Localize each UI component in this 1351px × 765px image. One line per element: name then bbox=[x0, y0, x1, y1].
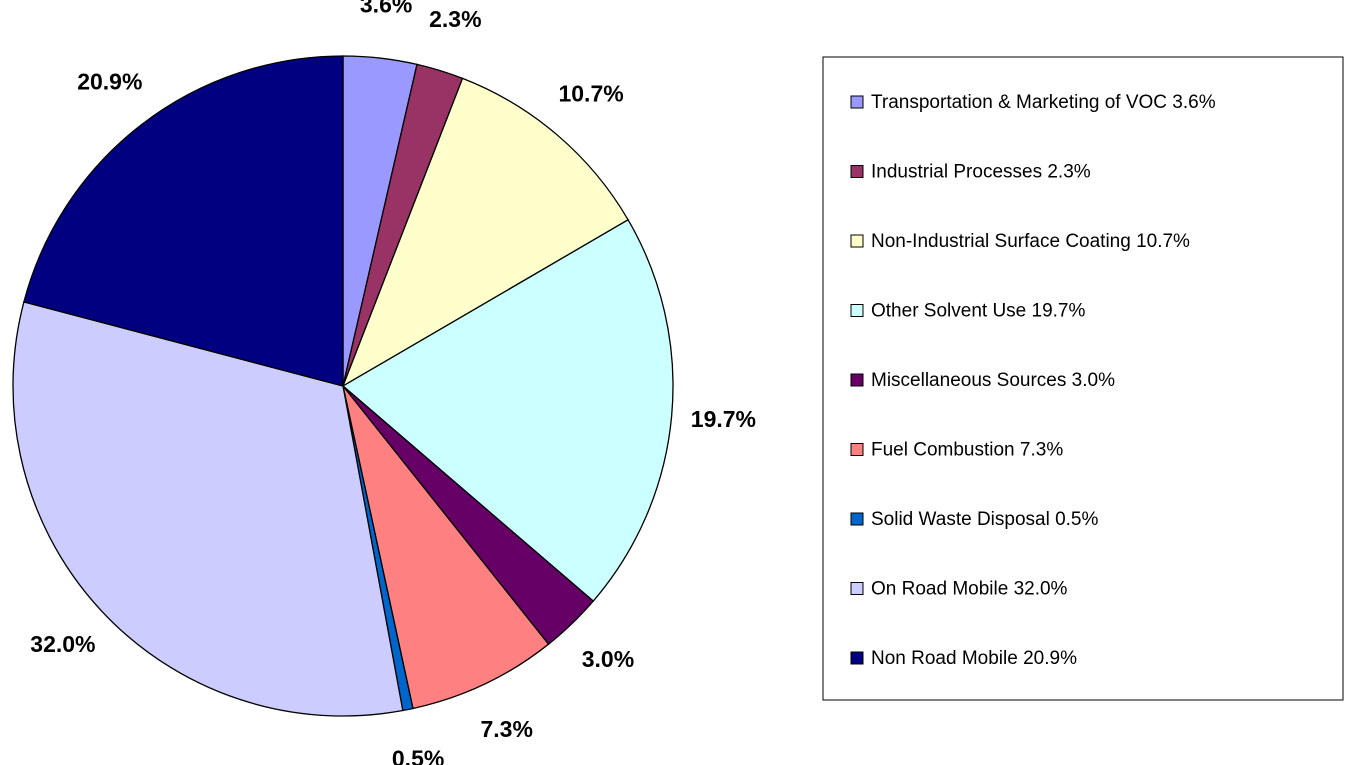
legend-swatch bbox=[850, 95, 864, 109]
data-label: 19.7% bbox=[691, 406, 756, 432]
legend-label: Non-Industrial Surface Coating 10.7% bbox=[871, 231, 1190, 252]
legend-label: Other Solvent Use 19.7% bbox=[871, 301, 1085, 322]
pie-slice bbox=[12, 301, 404, 717]
legend-label: Miscellaneous Sources 3.0% bbox=[871, 370, 1115, 391]
legend-swatch bbox=[850, 304, 864, 317]
data-label: 3.0% bbox=[582, 646, 634, 672]
legend-label: Fuel Combustion 7.3% bbox=[871, 440, 1063, 461]
pie-slice bbox=[341, 77, 629, 388]
legend-box bbox=[822, 56, 1344, 701]
pie-slice bbox=[342, 385, 550, 710]
legend-swatch bbox=[850, 651, 864, 665]
data-label: 10.7% bbox=[558, 81, 623, 107]
data-label: 20.9% bbox=[77, 69, 142, 95]
legend-swatch bbox=[850, 582, 864, 595]
legend-swatch bbox=[850, 512, 864, 526]
legend-swatch bbox=[850, 165, 864, 178]
pie-slice bbox=[23, 55, 344, 387]
legend-label: Solid Waste Disposal 0.5% bbox=[871, 509, 1099, 530]
legend-label: Non Road Mobile 20.9% bbox=[871, 648, 1077, 669]
data-label: 3.6% bbox=[360, 0, 412, 18]
legend-swatch bbox=[850, 373, 864, 387]
legend-swatch bbox=[850, 443, 864, 456]
data-label: 2.3% bbox=[429, 6, 481, 32]
data-label: 32.0% bbox=[30, 631, 95, 657]
data-label: 0.5% bbox=[392, 746, 444, 765]
legend-label: Industrial Processes 2.3% bbox=[871, 162, 1091, 183]
data-label: 7.3% bbox=[481, 716, 533, 742]
legend-label: Transportation & Marketing of VOC 3.6% bbox=[871, 92, 1216, 113]
legend-swatch bbox=[850, 234, 864, 248]
legend-label: On Road Mobile 32.0% bbox=[871, 579, 1068, 600]
pie-slice bbox=[341, 218, 674, 603]
